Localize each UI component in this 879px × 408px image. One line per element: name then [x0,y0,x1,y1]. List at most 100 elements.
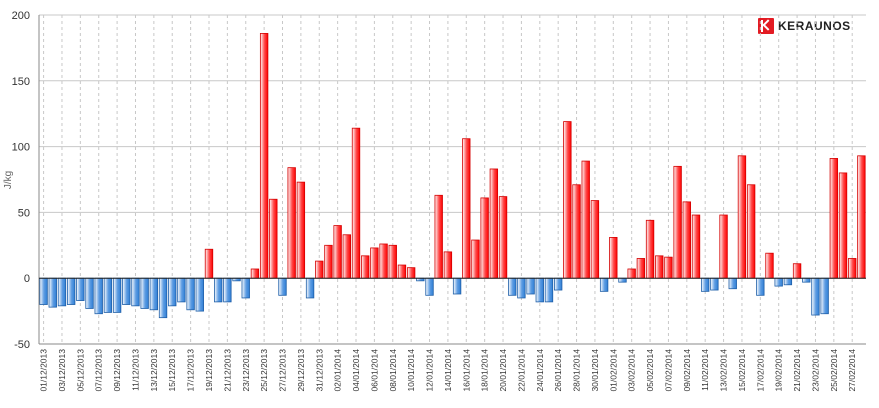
y-tick-label: 50 [18,207,30,219]
x-tick-label: 25/02/2014 [829,349,839,392]
bar [388,244,397,279]
bar [250,268,260,279]
x-tick-label: 05/02/2014 [645,349,655,392]
bar [544,277,554,303]
bar [195,277,204,312]
bar [112,277,122,313]
bar [269,198,278,279]
brand-name: KERAUNOS [778,19,851,33]
x-tick-label: 09/02/2014 [682,349,692,392]
y-tick-label: -50 [14,339,30,351]
bar [287,167,296,279]
x-tick-label: 24/01/2014 [535,349,545,392]
x-tick-label: 11/12/2013 [130,349,140,391]
y-axis-label: J/kg [3,171,14,189]
bar [434,194,443,279]
bar [122,277,131,305]
x-tick-label: 17/12/2013 [186,349,196,392]
bar [140,277,149,309]
bar [452,277,462,295]
bar [829,158,839,279]
bar [186,277,195,311]
x-tick-label: 12/01/2014 [425,349,435,392]
bar [599,277,609,292]
x-tick-label: 23/02/2014 [810,349,820,392]
bar [774,277,783,287]
x-tick-label: 22/01/2014 [516,349,526,392]
bar [517,277,526,299]
bar [158,277,168,319]
bar [581,160,590,279]
x-tick-label: 03/12/2013 [57,349,67,392]
x-tick-label: 27/12/2013 [278,349,288,392]
bar [783,277,793,286]
bar [535,277,544,303]
bar [397,264,407,279]
x-tick-label: 07/12/2013 [94,349,104,392]
x-tick-label: 17/02/2014 [755,349,765,392]
bar [618,277,627,283]
x-tick-label: 13/02/2014 [719,349,729,392]
bar [838,172,848,279]
y-tick-labels: -50 0 50 100 150 200 [12,10,30,351]
x-tick-label: 27/02/2014 [847,349,857,392]
x-tick-label: 30/01/2014 [590,349,600,392]
bar [572,184,581,279]
bar [177,277,186,303]
bar [848,258,857,279]
x-tick-label: 07/02/2014 [663,349,673,392]
bar [168,277,177,307]
bar [241,277,250,299]
bar [802,277,811,283]
bar [57,277,67,307]
bar [214,277,223,303]
x-tick-label: 14/01/2014 [443,349,453,392]
bar [710,277,719,291]
y-tick-label: 0 [24,273,30,285]
bar [508,277,517,296]
x-tick-label: 16/01/2014 [461,349,471,392]
bar [370,247,379,279]
bar [223,277,232,303]
x-tick-label: 02/01/2014 [333,349,343,392]
y-tick-label: 200 [12,10,30,22]
bar [425,277,434,296]
x-tick-label: 23/12/2013 [241,349,251,392]
x-tick-label: 15/12/2013 [167,349,177,392]
bar [636,258,646,279]
bar [324,244,333,279]
y-tick-label: 100 [12,142,30,154]
x-tick-label: 25/12/2013 [259,349,269,392]
bar [76,277,85,301]
x-tick-label: 15/02/2014 [737,349,747,392]
bar [94,277,103,315]
bar [39,277,48,305]
bar [498,196,508,279]
bar [351,127,361,279]
x-tick-label: 31/12/2013 [314,349,324,392]
bar [259,33,269,279]
x-tick-label: 13/12/2013 [149,349,159,392]
bar [342,234,351,279]
brand-logo: KERAUNOS [758,16,851,36]
bar [857,155,866,279]
x-tick-label: 21/12/2013 [222,349,232,392]
bar [719,214,728,279]
x-tick-label: 03/02/2014 [627,349,637,392]
bar [701,277,710,292]
bar [462,138,471,279]
x-tick-label: 20/01/2014 [498,349,508,392]
x-tick-label: 06/01/2014 [369,349,379,392]
bar [590,200,600,279]
x-tick-label: 19/02/2014 [774,349,784,392]
bar [792,263,802,279]
bar [526,277,535,295]
x-tick-label: 29/12/2013 [296,349,306,392]
x-tick-label: 19/12/2013 [204,349,214,392]
bar [645,219,655,279]
bar [278,277,287,296]
bar [85,277,94,309]
bar [315,260,324,279]
bar [811,277,820,316]
